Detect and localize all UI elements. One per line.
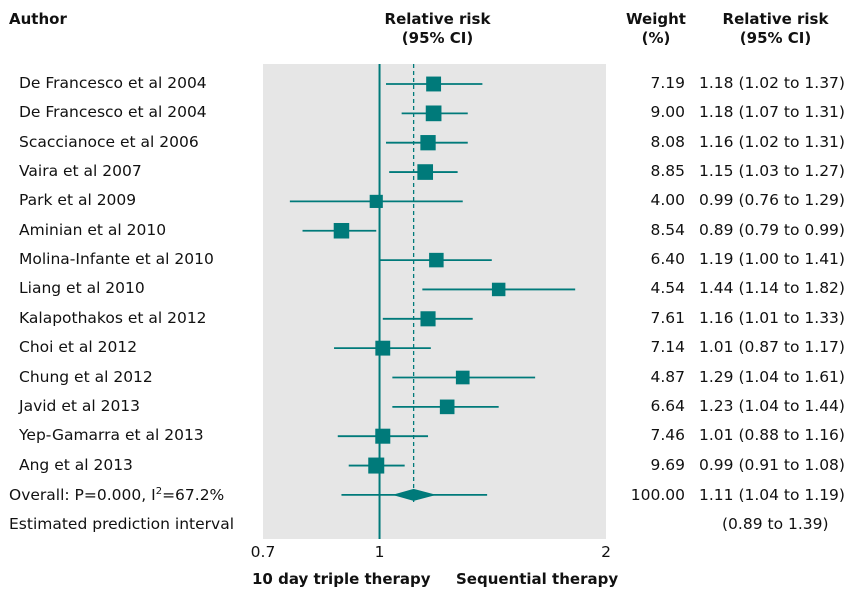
- overall-label-sup: 2: [155, 486, 163, 497]
- study-ci-text: 1.16 (1.02 to 1.31): [699, 133, 845, 151]
- overall-ci-text: 1.11 (1.04 to 1.19): [699, 486, 845, 504]
- study-author: Park et al 2009: [19, 191, 137, 209]
- study-weight: 9.00: [650, 103, 685, 121]
- study-weight: 7.46: [650, 426, 685, 444]
- x-tick-label: 1: [375, 543, 385, 561]
- study-weight: 8.08: [650, 133, 685, 151]
- prediction-label: Estimated prediction interval: [9, 515, 235, 533]
- rr-column-header-line2: (95% CI): [739, 29, 812, 47]
- study-ci-text: 1.19 (1.00 to 1.41): [699, 250, 845, 268]
- weight-header-line1: Weight: [626, 10, 686, 28]
- x-tick-label: 0.7: [251, 543, 276, 561]
- favours-left-label: 10 day triple therapy: [252, 570, 431, 588]
- study-author: Yep-Gamarra et al 2013: [19, 426, 204, 444]
- weight-header-line2: (%): [641, 29, 671, 47]
- point-estimate-square: [375, 428, 391, 444]
- study-weight: 4.87: [650, 368, 685, 386]
- study-weight: 4.54: [650, 279, 685, 297]
- point-estimate-square: [420, 311, 436, 327]
- x-tick-label: 2: [601, 543, 611, 561]
- plot-header-line1: Relative risk: [384, 10, 491, 28]
- study-author: Vaira et al 2007: [19, 162, 142, 180]
- study-author: Ang et al 2013: [19, 456, 133, 474]
- point-estimate-square: [491, 282, 506, 297]
- study-author: Scaccianoce et al 2006: [19, 133, 199, 151]
- study-ci-text: 1.16 (1.01 to 1.33): [699, 309, 845, 327]
- rr-column-header: Relative risk (95% CI): [708, 10, 843, 48]
- plot-header-line2: (95% CI): [401, 29, 474, 47]
- overall-weight: 100.00: [630, 486, 685, 504]
- study-author: De Francesco et al 2004: [19, 74, 207, 92]
- favours-right-label: Sequential therapy: [456, 570, 619, 588]
- study-author: De Francesco et al 2004: [19, 103, 207, 121]
- study-author: Chung et al 2012: [19, 368, 153, 386]
- study-ci-text: 1.18 (1.07 to 1.31): [699, 103, 845, 121]
- point-estimate-square: [429, 252, 444, 268]
- study-author: Molina-Infante et al 2010: [19, 250, 214, 268]
- point-estimate-square: [425, 105, 442, 122]
- study-author: Aminian et al 2010: [19, 221, 167, 239]
- plot-header: Relative risk (95% CI): [370, 10, 505, 48]
- weight-header: Weight (%): [616, 10, 696, 48]
- study-ci-text: 1.29 (1.04 to 1.61): [699, 368, 845, 386]
- point-estimate-square: [417, 164, 434, 180]
- study-author: Kalapothakos et al 2012: [19, 309, 207, 327]
- study-weight: 8.85: [650, 162, 685, 180]
- study-weight: 7.14: [650, 338, 685, 356]
- overall-label-prefix: Overall: P=0.000, I: [9, 486, 156, 505]
- point-estimate-square: [368, 457, 385, 474]
- study-ci-text: 1.01 (0.87 to 1.17): [699, 338, 845, 356]
- point-estimate-square: [420, 135, 436, 151]
- study-weight: 4.00: [650, 191, 685, 209]
- study-author: Javid et al 2013: [19, 397, 141, 415]
- point-estimate-square: [333, 222, 350, 239]
- study-weight: 7.61: [650, 309, 685, 327]
- study-ci-text: 0.89 (0.79 to 0.99): [699, 221, 845, 239]
- overall-diamond: [392, 488, 437, 501]
- study-ci-text: 0.99 (0.91 to 1.08): [699, 456, 845, 474]
- study-weight: 6.40: [650, 250, 685, 268]
- point-estimate-square: [439, 399, 455, 415]
- overall-label: Overall: P=0.000, I2=67.2%: [9, 486, 224, 504]
- study-ci-text: 0.99 (0.76 to 1.29): [699, 191, 845, 209]
- study-author: Liang et al 2010: [19, 279, 145, 297]
- prediction-ci-text: (0.89 to 1.39): [722, 515, 829, 533]
- study-weight: 9.69: [650, 456, 685, 474]
- rr-column-header-line1: Relative risk: [722, 10, 829, 28]
- study-author: Choi et al 2012: [19, 338, 138, 356]
- point-estimate-square: [375, 340, 391, 356]
- study-ci-text: 1.18 (1.02 to 1.37): [699, 74, 845, 92]
- overall-label-suffix: =67.2%: [162, 486, 225, 505]
- author-header: Author: [9, 10, 67, 28]
- point-estimate-square: [455, 370, 470, 385]
- point-estimate-square: [369, 194, 383, 208]
- study-ci-text: 1.44 (1.14 to 1.82): [699, 279, 845, 297]
- study-weight: 6.64: [650, 397, 685, 415]
- study-ci-text: 1.01 (0.88 to 1.16): [699, 426, 845, 444]
- study-weight: 8.54: [650, 221, 685, 239]
- study-ci-text: 1.15 (1.03 to 1.27): [699, 162, 845, 180]
- study-weight: 7.19: [650, 74, 685, 92]
- point-estimate-square: [426, 76, 442, 92]
- study-ci-text: 1.23 (1.04 to 1.44): [699, 397, 845, 415]
